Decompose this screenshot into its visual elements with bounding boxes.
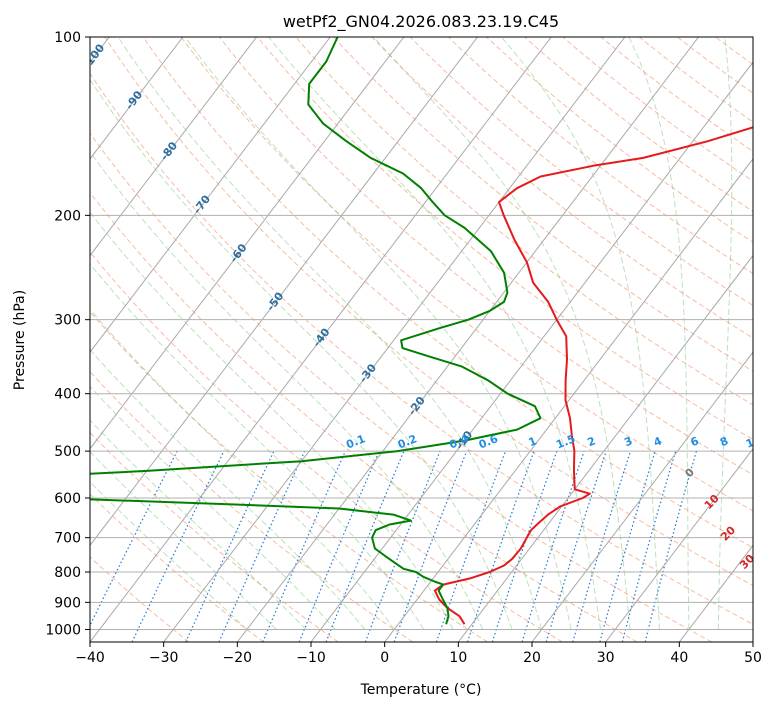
mixing-ratio-line bbox=[572, 450, 632, 642]
moist-adiabat bbox=[90, 481, 248, 630]
y-tick-label: 100 bbox=[54, 30, 81, 46]
x-axis-label: Temperature (°C) bbox=[360, 682, 482, 698]
isotherm bbox=[90, 37, 331, 353]
isotherm bbox=[163, 37, 626, 642]
moist-adiabat bbox=[90, 150, 484, 630]
mixing-ratio-line bbox=[90, 450, 178, 627]
moist-adiabat bbox=[90, 349, 366, 630]
dry-adiabat bbox=[409, 37, 753, 307]
moist-adiabat bbox=[90, 211, 454, 630]
dry-adiabat bbox=[90, 251, 563, 642]
moist-adiabat bbox=[90, 263, 425, 630]
mixing-ratio-line bbox=[545, 450, 607, 642]
mixing-ratio-line bbox=[435, 450, 507, 642]
x-tick-label: −10 bbox=[296, 650, 326, 666]
moist-adiabat bbox=[717, 37, 733, 630]
moist-adiabat bbox=[90, 451, 277, 630]
moist-adiabat bbox=[90, 78, 513, 630]
mixing-ratio-line bbox=[298, 450, 380, 642]
isotherm bbox=[90, 37, 405, 450]
mixing-ratio-line bbox=[521, 450, 585, 642]
dry-adiabat bbox=[90, 310, 488, 642]
mixing-ratio-label: 8 bbox=[718, 434, 730, 449]
mixing-ratio-label: 10 bbox=[744, 433, 763, 451]
isobars bbox=[90, 37, 753, 630]
dry-adiabat bbox=[257, 37, 753, 441]
mixing-ratio-label: 2 bbox=[586, 434, 598, 449]
x-tick-label: 40 bbox=[670, 650, 688, 666]
dry-adiabat bbox=[90, 493, 264, 642]
y-tick-label: 1000 bbox=[45, 622, 81, 638]
mixing-ratio-line bbox=[466, 450, 535, 642]
isotherm bbox=[605, 447, 753, 642]
dry-adiabat bbox=[90, 132, 712, 642]
dewpoint-profile bbox=[90, 37, 542, 625]
y-axis-label: Pressure (hPa) bbox=[12, 290, 28, 390]
x-tick-label: −20 bbox=[223, 650, 253, 666]
x-tick-label: −30 bbox=[149, 650, 179, 666]
x-tick-label: 50 bbox=[744, 650, 762, 666]
mixing-ratio-line bbox=[325, 450, 405, 642]
mixing-ratio-line bbox=[621, 450, 677, 642]
y-tick-label: 500 bbox=[54, 444, 81, 460]
plot-frame bbox=[89, 36, 754, 643]
moist-adiabat bbox=[628, 37, 690, 630]
dry-adiabat bbox=[180, 37, 753, 512]
y-tick-label: 200 bbox=[54, 208, 81, 224]
y-tick-label: 800 bbox=[54, 565, 81, 581]
mixing-ratio-label: 3 bbox=[622, 434, 634, 449]
mixing-ratio-line bbox=[218, 450, 306, 642]
x-axis: −40 −30 −20 −10 0 10 20 30 40 50 bbox=[75, 642, 762, 666]
dry-adiabat bbox=[90, 72, 753, 625]
y-tick-label: 900 bbox=[54, 595, 81, 611]
mixing-ratio-line bbox=[599, 450, 656, 642]
isotherm bbox=[384, 158, 753, 642]
dry-adiabats bbox=[90, 37, 753, 642]
y-axis: 100 200 300 400 500 600 700 800 900 1000 bbox=[45, 30, 90, 638]
temperature-profile bbox=[433, 126, 753, 625]
moist-adiabat bbox=[117, 37, 543, 630]
isotherm bbox=[90, 37, 184, 160]
x-tick-label: 30 bbox=[597, 650, 615, 666]
isotherm bbox=[90, 37, 257, 257]
plot-area bbox=[90, 37, 753, 642]
isotherm bbox=[236, 37, 699, 642]
moist-adiabat bbox=[268, 37, 601, 630]
x-tick-label: 20 bbox=[523, 650, 541, 666]
isotherm bbox=[310, 61, 753, 642]
y-tick-label: 600 bbox=[54, 491, 81, 507]
mixing-ratio-line bbox=[262, 450, 346, 642]
profiles bbox=[90, 37, 753, 625]
dry-adiabat bbox=[104, 37, 753, 587]
mixing-ratio-line bbox=[364, 450, 441, 642]
chart-title: wetPf2_GN04.2026.083.23.19.C45 bbox=[283, 12, 559, 32]
dry-adiabat bbox=[90, 191, 638, 642]
x-tick-label: 0 bbox=[380, 650, 389, 666]
dry-adiabat bbox=[333, 37, 753, 372]
x-tick-label: 10 bbox=[449, 650, 467, 666]
y-tick-label: 300 bbox=[54, 313, 81, 329]
isotherm bbox=[90, 37, 552, 642]
y-tick-label: 400 bbox=[54, 387, 81, 403]
x-tick-label: −40 bbox=[75, 650, 105, 666]
isotherms bbox=[90, 37, 753, 642]
moist-adiabat bbox=[373, 37, 631, 630]
dry-adiabat bbox=[295, 37, 753, 406]
moist-adiabat bbox=[90, 385, 336, 630]
y-tick-label: 700 bbox=[54, 531, 81, 547]
moist-adiabat bbox=[500, 37, 660, 630]
dry-adiabat bbox=[90, 556, 190, 642]
moist-adiabat bbox=[90, 308, 395, 630]
isotherm bbox=[90, 37, 478, 547]
moist-adiabat bbox=[90, 419, 307, 630]
isotherm bbox=[531, 351, 753, 642]
mixing-ratio-label: 1 bbox=[527, 434, 539, 449]
mixing-ratio-line bbox=[491, 450, 558, 642]
moist-adiabats bbox=[90, 37, 733, 630]
isotherm bbox=[457, 254, 753, 642]
